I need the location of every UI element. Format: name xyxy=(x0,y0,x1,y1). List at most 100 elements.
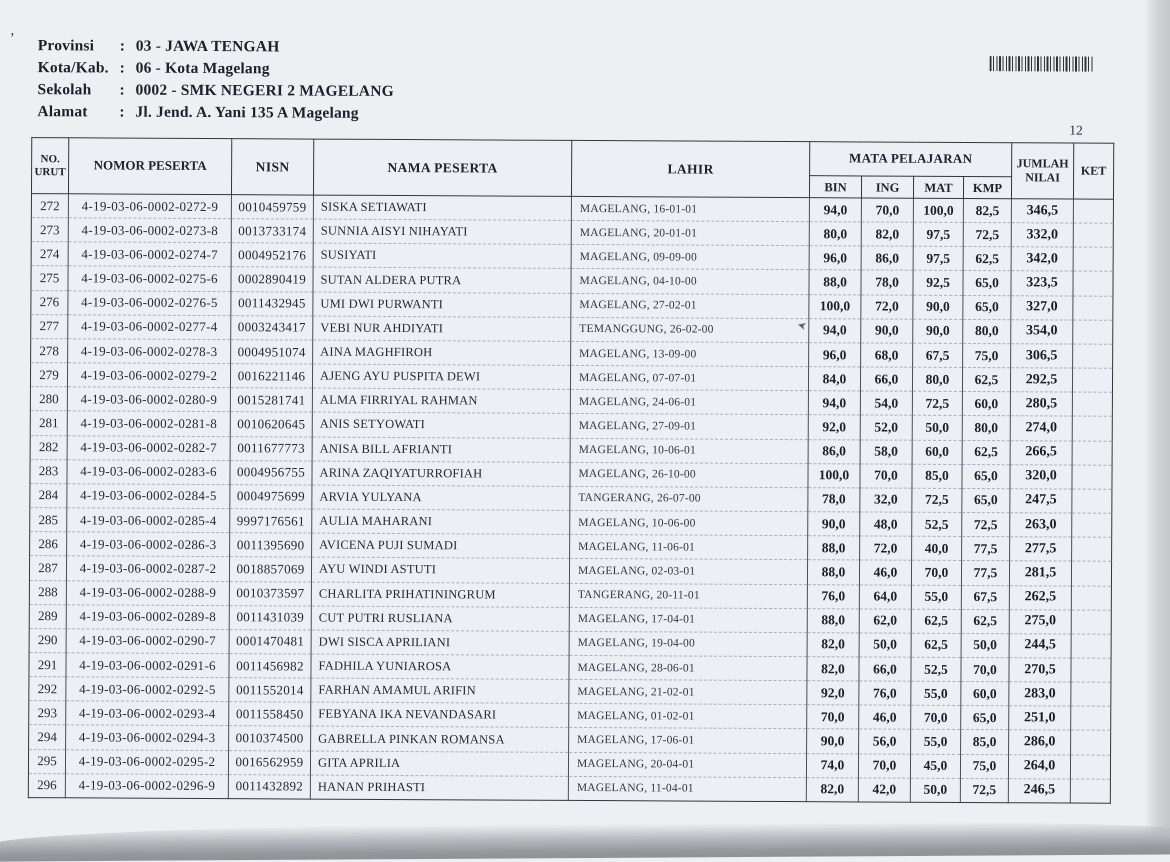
field-separator: : xyxy=(119,81,125,99)
cell-mat: 70,0 xyxy=(910,705,961,730)
cell-mat: 55,0 xyxy=(910,729,961,755)
cell-ing: 42,0 xyxy=(858,777,911,803)
column-header-bin: BIN xyxy=(809,175,862,198)
cell-ket xyxy=(1070,730,1111,755)
cell-bin: 100,0 xyxy=(808,294,861,319)
cell-bin: 84,0 xyxy=(808,366,861,392)
cell-mat: 55,0 xyxy=(910,681,961,706)
cell-ket xyxy=(1070,778,1111,804)
cell-ing: 32,0 xyxy=(859,487,912,513)
cell-nomor: 4-19-03-06-0002-0291-6 xyxy=(65,652,230,678)
cell-nisn: 0001470481 xyxy=(229,629,312,655)
cell-nama: ANISA BILL AFRIANTI xyxy=(312,436,571,463)
cell-mat: 62,5 xyxy=(911,608,962,634)
field-value: 0002 - SMK NEGERI 2 MAGELANG xyxy=(135,81,394,100)
column-header-ket: KET xyxy=(1073,143,1114,200)
cell-bin: 74,0 xyxy=(806,753,859,778)
scan-edge-right xyxy=(1144,0,1170,850)
cell-lahir: MAGELANG, 19-04-00 xyxy=(569,631,808,657)
cell-nama: AINA MAGHFIROH xyxy=(312,340,571,366)
cell-no: 293 xyxy=(28,700,66,726)
cell-ing: 46,0 xyxy=(858,705,911,730)
cell-no: 281 xyxy=(30,411,68,436)
cell-ket xyxy=(1071,513,1112,538)
cell-no: 290 xyxy=(29,628,67,653)
cell-no: 294 xyxy=(28,725,66,750)
cell-bin: 90,0 xyxy=(807,511,860,537)
field-value: 03 - JAWA TENGAH xyxy=(135,37,280,56)
cell-nama: AYU WINDI ASTUTI xyxy=(311,557,570,583)
cell-nomor: 4-19-03-06-0002-0289-8 xyxy=(66,604,230,630)
cell-nama: ALMA FIRRIYAL RAHMAN xyxy=(312,388,571,414)
cell-nomor: 4-19-03-06-0002-0296-9 xyxy=(65,773,229,799)
cell-nisn: 0011552014 xyxy=(228,677,311,703)
column-header-nomor-peserta: NOMOR PESERTA xyxy=(68,137,232,195)
column-header-mat: MAT xyxy=(913,176,964,199)
cell-kmp: 60,0 xyxy=(962,391,1011,417)
cell-ket xyxy=(1070,658,1112,683)
cell-ket xyxy=(1072,343,1113,369)
cell-nomor: 4-19-03-06-0002-0284-5 xyxy=(66,483,230,509)
header-field-sekolah: Sekolah : 0002 - SMK NEGERI 2 MAGELANG xyxy=(37,79,393,103)
cell-nomor: 4-19-03-06-0002-0288-9 xyxy=(66,580,230,606)
cell-mat: 97,5 xyxy=(913,222,964,247)
cell-nama: CUT PUTRI RUSLIANA xyxy=(311,605,570,632)
cell-jumlah: 327,0 xyxy=(1010,295,1073,320)
cell-kmp: 62,5 xyxy=(961,609,1010,634)
cell-jumlah: 286,0 xyxy=(1008,730,1071,755)
cell-ket xyxy=(1072,271,1114,296)
cell-lahir: TANGERANG, 26-07-00 xyxy=(569,486,808,512)
column-header-no-urut: NO. URUT xyxy=(31,137,69,194)
cell-ing: 86,0 xyxy=(861,246,914,271)
page-number: 12 xyxy=(1069,122,1083,138)
cell-jumlah: 306,5 xyxy=(1010,343,1073,369)
cell-mat: 52,5 xyxy=(911,512,962,537)
cell-nomor: 4-19-03-06-0002-0290-7 xyxy=(66,628,230,654)
cell-jumlah: 323,5 xyxy=(1010,271,1074,296)
cell-ing: 48,0 xyxy=(859,511,912,537)
cell-lahir: MAGELANG, 27-09-01 xyxy=(570,413,809,440)
cell-nama: ARINA ZAQIYATURROFIAH xyxy=(311,460,571,487)
cell-no: 276 xyxy=(30,290,68,315)
cell-lahir: MAGELANG, 28-06-01 xyxy=(568,655,808,681)
cell-jumlah: 283,0 xyxy=(1008,681,1071,707)
cell-no: 291 xyxy=(28,652,67,677)
cell-mat: 60,0 xyxy=(912,439,963,465)
cell-kmp: 62,5 xyxy=(962,440,1011,465)
cell-bin: 94,0 xyxy=(808,318,861,343)
cell-bin: 88,0 xyxy=(808,270,862,295)
cell-lahir: MAGELANG, 24-06-01 xyxy=(570,389,809,416)
cell-mat: 100,0 xyxy=(913,198,964,223)
cell-lahir: TEMANGGUNG, 26-02-00 xyxy=(570,317,809,343)
cell-nomor: 4-19-03-06-0002-0294-3 xyxy=(65,725,229,751)
cell-jumlah: 263,0 xyxy=(1009,512,1072,538)
cell-no: 279 xyxy=(30,362,68,388)
cell-nisn: 0011456982 xyxy=(228,653,312,679)
cell-kmp: 65,0 xyxy=(960,705,1009,731)
cell-jumlah: 281,5 xyxy=(1009,561,1072,586)
cell-nisn: 0004952176 xyxy=(231,242,314,268)
cell-kmp: 65,0 xyxy=(962,270,1012,296)
cell-bin: 92,0 xyxy=(808,415,861,440)
cell-ket xyxy=(1072,440,1113,465)
cell-jumlah: 274,0 xyxy=(1010,416,1073,441)
cell-no: 280 xyxy=(30,386,68,412)
header-field-provinsi: Provinsi : 03 - JAWA TENGAH xyxy=(38,35,394,59)
cell-lahir: MAGELANG, 02-03-01 xyxy=(569,558,808,585)
cell-jumlah: 332,0 xyxy=(1011,222,1074,248)
cell-bin: 82,0 xyxy=(806,777,859,802)
results-table-body: 272 4-19-03-06-0002-0272-9 0010459759 SISKA… xyxy=(28,193,1114,804)
cell-jumlah: 275,0 xyxy=(1009,609,1072,634)
cell-mat: 45,0 xyxy=(910,753,961,779)
cell-jumlah: 270,5 xyxy=(1008,657,1072,683)
cell-kmp: 77,5 xyxy=(961,560,1010,586)
cell-jumlah: 262,5 xyxy=(1009,585,1072,610)
cell-lahir: MAGELANG, 10-06-00 xyxy=(569,510,808,536)
cell-ket xyxy=(1072,368,1113,393)
cell-no: 285 xyxy=(29,507,67,532)
cell-kmp: 72,5 xyxy=(960,778,1009,803)
cell-nisn: 0013733174 xyxy=(231,218,314,244)
cell-nisn: 0011432892 xyxy=(228,774,311,799)
cell-nama: HANAN PRIHASTI xyxy=(310,774,569,801)
cell-ing: 90,0 xyxy=(860,318,913,344)
